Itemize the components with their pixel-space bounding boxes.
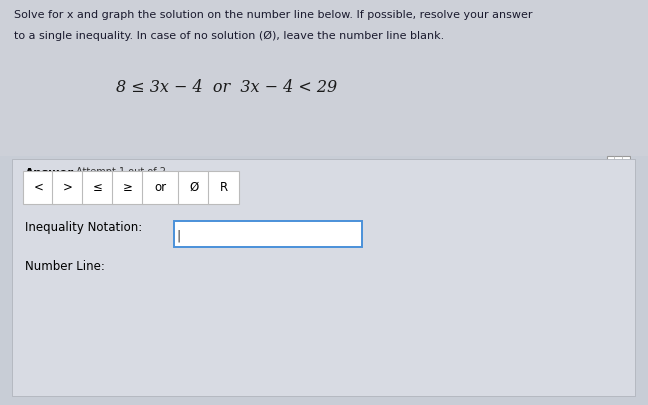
Text: 4: 4 bbox=[269, 335, 274, 344]
Text: Ø: Ø bbox=[189, 181, 198, 194]
Text: Solve for x and graph the solution on the number line below. If possible, resolv: Solve for x and graph the solution on th… bbox=[14, 10, 533, 20]
Text: <: < bbox=[33, 181, 43, 194]
Text: Number Line:: Number Line: bbox=[25, 260, 104, 273]
Text: to a single inequality. In case of no solution (Ø), leave the number line blank.: to a single inequality. In case of no so… bbox=[14, 30, 445, 40]
Text: -10: -10 bbox=[68, 335, 80, 344]
Text: 6: 6 bbox=[297, 335, 302, 344]
Text: or: or bbox=[155, 181, 167, 194]
Text: -2: -2 bbox=[183, 335, 191, 344]
Text: >: > bbox=[63, 181, 73, 194]
Text: 12: 12 bbox=[380, 335, 389, 344]
Text: 8: 8 bbox=[326, 335, 330, 344]
FancyBboxPatch shape bbox=[18, 372, 140, 396]
Text: 8 ≤ 3x − 4  or  3x − 4 < 29: 8 ≤ 3x − 4 or 3x − 4 < 29 bbox=[116, 79, 338, 96]
Text: Inequality Notation:: Inequality Notation: bbox=[25, 221, 142, 234]
Text: Submit Answer: Submit Answer bbox=[34, 379, 124, 389]
Text: Answer: Answer bbox=[25, 167, 74, 180]
Text: Click and drag to plot line.: Click and drag to plot line. bbox=[159, 356, 271, 364]
Text: R: R bbox=[220, 181, 227, 194]
FancyBboxPatch shape bbox=[25, 271, 406, 371]
Text: -6: -6 bbox=[126, 335, 134, 344]
Text: Attempt 1 out of 2: Attempt 1 out of 2 bbox=[76, 167, 167, 177]
Text: 2: 2 bbox=[241, 335, 246, 344]
FancyBboxPatch shape bbox=[607, 156, 630, 175]
Text: 0: 0 bbox=[213, 335, 218, 344]
Text: -12: -12 bbox=[40, 335, 52, 344]
Text: ≥: ≥ bbox=[122, 181, 133, 194]
Text: -8: -8 bbox=[98, 335, 106, 344]
Text: |: | bbox=[176, 229, 181, 242]
Text: 10: 10 bbox=[351, 335, 361, 344]
Text: ≤: ≤ bbox=[93, 181, 103, 194]
Text: -4: -4 bbox=[155, 335, 163, 344]
